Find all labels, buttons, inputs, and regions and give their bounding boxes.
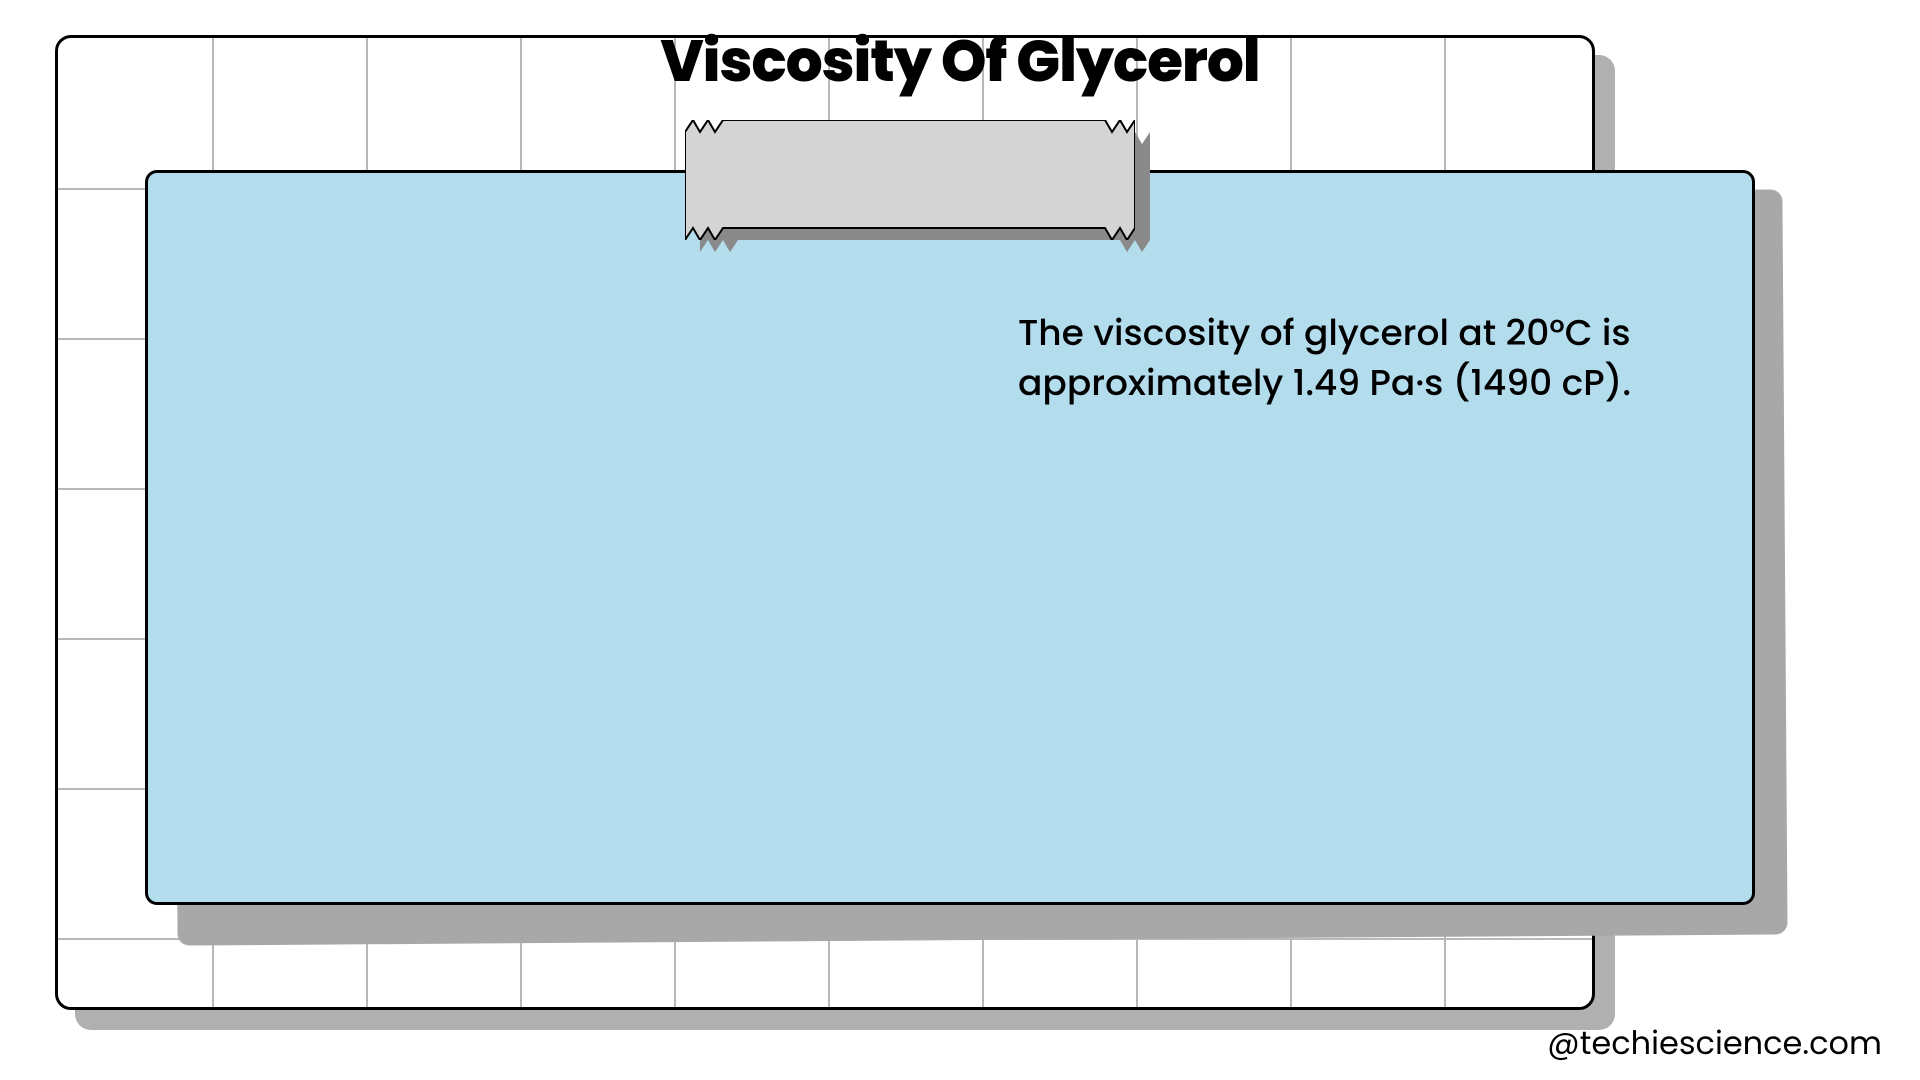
page-title: Viscosity Of Glycerol bbox=[0, 18, 1920, 105]
body-text: The viscosity of glycerol at 20°C is app… bbox=[1018, 308, 1688, 409]
attribution-text: @techiescience.com bbox=[1547, 1020, 1882, 1068]
tape-icon bbox=[685, 120, 1135, 240]
info-card bbox=[145, 170, 1755, 905]
